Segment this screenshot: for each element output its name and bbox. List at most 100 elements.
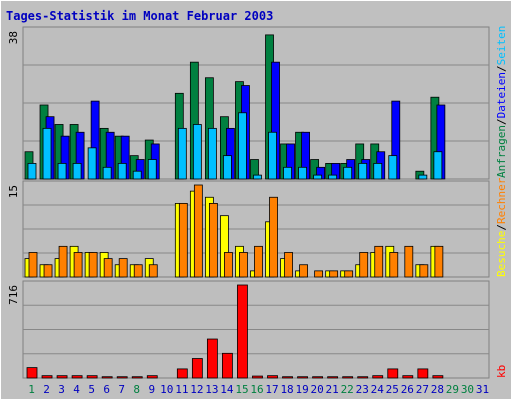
bar-seiten-day-14	[223, 155, 232, 180]
bar-kb-day-6	[101, 376, 113, 379]
x-tick-label: 20	[311, 383, 324, 396]
bar-kb-day-27	[417, 368, 429, 379]
legend-separator: /	[495, 224, 508, 231]
bar-rechner-day-7	[118, 258, 128, 278]
bar-rechner-day-24	[374, 245, 384, 278]
bar-kb-day-8	[131, 376, 143, 379]
bar-seiten-day-3	[57, 163, 67, 180]
y-max-label-kb: 716	[7, 285, 20, 305]
bar-seiten-day-17	[268, 131, 277, 180]
bar-rechner-day-14	[224, 252, 233, 278]
x-tick-label: 12	[190, 383, 203, 396]
bar-seiten-day-1	[27, 163, 37, 180]
legend-item-seiten: Seiten	[495, 26, 508, 66]
bar-kb-day-4	[71, 375, 83, 379]
x-tick-label: 2	[43, 383, 50, 396]
x-tick-label: 15	[235, 383, 248, 396]
x-tick-label: 16	[250, 383, 263, 396]
legend-item-anfragen: Anfragen	[495, 125, 508, 178]
x-tick-label: 25	[386, 383, 399, 396]
bar-rechner-day-5	[88, 252, 98, 278]
x-tick-label: 14	[220, 383, 234, 396]
x-tick-label: 31	[476, 383, 489, 396]
bar-rechner-day-21	[329, 270, 339, 278]
bar-rechner-day-17	[269, 196, 278, 278]
x-tick-label: 10	[160, 383, 173, 396]
bar-kb-day-9	[146, 375, 158, 379]
x-tick-label: 8	[133, 383, 140, 396]
x-tick-label: 1	[28, 383, 35, 396]
legend-bottom: kb	[495, 365, 508, 378]
bar-kb-day-19	[297, 376, 308, 379]
bar-rechner-day-16	[254, 245, 263, 278]
x-tick-label: 19	[295, 383, 308, 396]
bar-seiten-day-9	[147, 159, 157, 180]
bar-kb-day-5	[86, 375, 98, 379]
bar-rechner-day-23	[359, 252, 369, 278]
legend-top: Anfragen/Dateien/Seiten	[495, 26, 508, 178]
panel-kb: 716	[7, 280, 490, 379]
legend-item-kb: kb	[495, 365, 508, 378]
legend-separator: /	[495, 118, 508, 125]
y-max-label-requests: 38	[7, 31, 20, 44]
bar-rechner-day-19	[299, 264, 308, 278]
x-tick-label: 26	[401, 383, 414, 396]
bar-rechner-day-13	[208, 202, 218, 278]
bar-rechner-day-18	[284, 252, 293, 278]
bar-rechner-day-8	[133, 264, 143, 278]
x-tick-label: 21	[326, 383, 339, 396]
x-tick-label: 6	[103, 383, 110, 396]
bar-seiten-day-18	[283, 166, 292, 180]
bar-seiten-day-13	[207, 127, 217, 180]
bar-seiten-day-15	[238, 112, 247, 180]
bar-seiten-day-27	[418, 174, 428, 180]
chart-panels: 38 15 716	[7, 26, 490, 379]
bar-kb-day-15	[237, 284, 248, 379]
bar-kb-day-12	[191, 358, 203, 379]
bar-seiten-day-8	[132, 170, 142, 180]
bar-seiten-day-4	[72, 163, 82, 180]
legend-item-rechner: Rechner	[495, 177, 508, 224]
bar-kb-day-13	[206, 338, 218, 379]
bar-seiten-day-23	[358, 163, 368, 180]
bar-rechner-day-26	[404, 245, 414, 278]
bar-kb-day-16	[252, 375, 263, 379]
bar-rechner-day-20	[314, 270, 324, 278]
x-tick-label: 18	[280, 383, 293, 396]
bar-rechner-day-9	[148, 264, 158, 278]
panel-visits: 15	[7, 180, 490, 278]
bar-seiten-day-2	[42, 127, 52, 180]
bar-seiten-day-7	[117, 163, 127, 180]
bar-kb-day-2	[41, 375, 53, 379]
bar-kb-day-14	[222, 352, 233, 379]
bar-rechner-day-1	[28, 252, 38, 278]
x-tick-label: 5	[88, 383, 95, 396]
x-tick-label: 13	[205, 383, 218, 396]
bar-kb-day-3	[56, 375, 68, 379]
legend-middle: Besuche/Rechner	[495, 177, 508, 277]
panel-requests: 38	[7, 26, 490, 180]
y-max-label-visits: 15	[7, 185, 20, 198]
bar-rechner-day-6	[103, 258, 113, 278]
x-tick-label: 4	[73, 383, 80, 396]
legend-item-dateien: Dateien	[495, 72, 508, 118]
bar-seiten-day-5	[87, 147, 97, 180]
bar-kb-day-18	[282, 376, 293, 379]
bar-seiten-day-6	[102, 166, 112, 180]
x-tick-label: 3	[58, 383, 65, 396]
x-tick-label: 24	[371, 383, 385, 396]
bar-seiten-day-20	[313, 174, 323, 180]
chart-title: Tages-Statistik im Monat Februar 2003	[6, 9, 273, 23]
bar-kb-day-24	[372, 375, 384, 379]
bar-seiten-day-21	[328, 174, 338, 180]
bar-kb-day-20	[312, 376, 324, 379]
bar-kb-day-21	[327, 376, 339, 379]
bar-seiten-day-12	[192, 124, 202, 180]
legend-separator: /	[495, 65, 508, 72]
bar-rechner-day-27	[419, 264, 429, 278]
bar-rechner-day-25	[389, 252, 399, 278]
bar-seiten-day-11	[177, 127, 187, 180]
